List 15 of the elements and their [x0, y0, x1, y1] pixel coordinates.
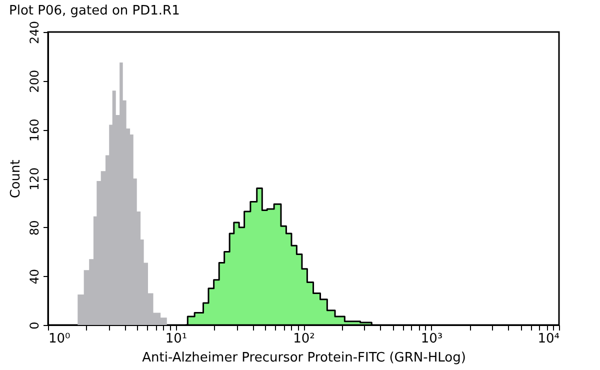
- y-tick-label: 120: [28, 168, 42, 190]
- x-tick-label: 10⁰: [48, 332, 70, 346]
- y-tick-label: 40: [28, 269, 42, 284]
- y-axis-title: Count: [8, 160, 24, 198]
- x-tick-label: 10³: [420, 332, 443, 346]
- x-tick-label: 10⁴: [538, 332, 560, 346]
- y-tick-label: 0: [28, 322, 42, 330]
- y-tick-label: 80: [28, 220, 42, 236]
- y-tick-label: 240: [28, 21, 42, 44]
- x-tick-label: 10²: [293, 332, 315, 346]
- y-tick-label: 200: [28, 70, 42, 93]
- x-axis-title: Anti-Alzheimer Precursor Protein-FITC (GRN-HLog): [142, 350, 466, 366]
- y-tick-label: 160: [28, 118, 42, 142]
- chart-title: Plot P06, gated on PD1.R1: [9, 4, 180, 19]
- x-tick-label: 10¹: [165, 332, 188, 346]
